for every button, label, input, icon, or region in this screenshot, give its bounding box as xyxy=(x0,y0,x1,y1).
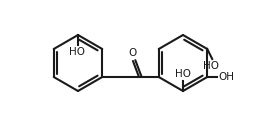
Text: O: O xyxy=(129,48,137,58)
Text: HO: HO xyxy=(69,47,85,57)
Text: HO: HO xyxy=(175,69,191,79)
Text: OH: OH xyxy=(218,72,234,82)
Text: HO: HO xyxy=(203,61,219,71)
